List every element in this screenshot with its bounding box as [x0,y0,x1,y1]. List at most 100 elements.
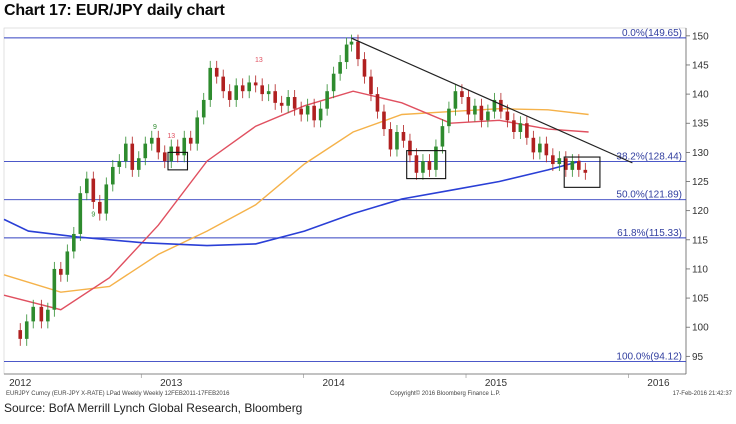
candle-body [39,306,44,322]
candle-body [453,91,458,109]
candle-body [414,155,419,173]
candle-body [369,76,373,95]
candle-body [473,105,477,115]
candle-body [512,120,516,132]
candle-body [136,158,141,170]
candle-body [123,143,128,162]
candle-body [434,146,438,170]
candle-body [85,178,89,194]
trendline [351,37,633,164]
fib-label: 50.0%(121.89) [616,190,682,201]
y-tick-label: 115 [692,235,708,246]
candle-body [195,117,200,144]
fib-label: 61.8%(115.33) [617,228,682,239]
candle-body [479,105,484,121]
candle-body [169,146,174,162]
candle-body [331,73,336,92]
y-tick-label: 110 [692,264,708,275]
highlight-box [563,156,601,188]
candle-body [253,82,258,86]
x-tick-label: 2014 [323,378,346,389]
candle-body [349,41,354,45]
candle-body [59,268,63,275]
candle-body [408,140,412,156]
candle-body [273,91,277,103]
candle-body [499,99,503,112]
footer-left: EURJPY Curncy (EUR-JPY X-RATE) LPad Week… [6,391,230,397]
candle-body [52,268,57,310]
candle-body [299,108,303,115]
candle-body [175,146,180,156]
candle-body [570,161,575,170]
candle-body [388,129,393,150]
chart-title: Chart 17: EUR/JPY daily chart [4,2,225,19]
candle-body [286,97,290,106]
candle-body [525,123,529,138]
count-marker: 9 [91,211,95,218]
candle-body [518,123,523,132]
candle-body [91,178,96,202]
candle-body [305,105,310,115]
candle-body [466,97,471,115]
candle-body [221,76,226,92]
y-tick-label: 150 [692,31,709,42]
footer-right: 17-Feb-2016 21:42:37 [673,391,733,397]
candle-body [149,137,154,144]
candle-body [110,166,115,185]
candle-body [162,152,167,162]
candle-body [292,97,297,109]
candle-body [182,137,187,156]
candle-body [492,99,497,112]
y-tick-label: 130 [692,148,709,159]
x-tick-label: 2016 [647,378,670,389]
y-tick-label: 105 [692,294,709,305]
candle-body [247,82,251,92]
count-marker: 13 [167,133,175,140]
y-tick-label: 135 [692,119,709,130]
y-tick-label: 95 [692,352,704,363]
y-tick-label: 120 [692,206,709,217]
candle-body [234,85,239,100]
candle-body [557,158,562,165]
candle-body [362,59,367,77]
candle-body [117,161,122,167]
candle-body [338,62,342,74]
candle-body [395,131,399,150]
candle-body [583,169,588,173]
candle-body [266,91,271,95]
candle-body [156,137,161,153]
moving-average-blue [3,160,581,247]
candles-group [18,34,588,346]
candle-body [382,111,386,130]
y-tick-label: 145 [692,60,709,71]
candle-body [208,67,213,100]
candle-body [551,155,555,165]
y-tick-label: 100 [692,323,709,334]
candle-body [312,105,316,121]
highlight-box [406,150,447,180]
chart-source: Source: BofA Merrill Lynch Global Resear… [4,401,303,415]
candle-body [318,108,323,121]
eurjpy-chart: 95 100 105 110 115 120 125 130 135 140 145 150 2012 2… [3,27,733,397]
candle-body [240,85,245,92]
candle-body [24,321,29,339]
candle-body [538,143,542,153]
candle-body [188,137,193,144]
candle-body [72,233,76,252]
candle-body [401,131,406,141]
candle-body [227,91,232,100]
candle-body [356,41,360,60]
x-tick-label: 2012 [9,378,32,389]
candle-body [279,102,284,106]
candle-body [130,143,135,170]
candle-body [544,143,549,156]
candle-body [201,99,206,118]
y-tick-label: 140 [692,90,709,101]
candle-body [447,108,451,127]
x-tick-label: 2015 [485,378,508,389]
candle-body [440,126,445,147]
candle-body [98,201,102,214]
candle-body [65,251,70,275]
candle-body [78,193,83,234]
candle-body [18,330,23,339]
